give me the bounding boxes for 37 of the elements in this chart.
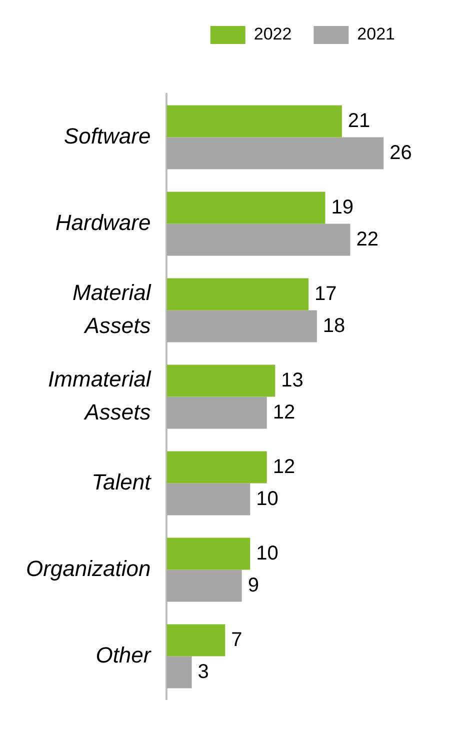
data-label: 17 — [314, 282, 337, 305]
data-label: 12 — [272, 456, 296, 478]
bar — [166, 570, 242, 602]
bar — [166, 224, 350, 256]
data-label: 12 — [272, 401, 296, 424]
bar — [166, 624, 226, 656]
data-label: 9 — [248, 574, 259, 596]
legend-label: 2022 — [254, 24, 292, 44]
data-label: 22 — [356, 228, 379, 250]
bar — [166, 278, 309, 310]
data-label: 13 — [281, 369, 304, 392]
data-label: 18 — [322, 314, 346, 337]
bar — [166, 656, 192, 688]
data-label: 3 — [198, 660, 209, 683]
y-tick-label: Hardware — [55, 210, 151, 235]
bar — [166, 451, 267, 484]
data-label: 26 — [390, 142, 412, 164]
y-tick-label: Other — [96, 642, 152, 668]
y-tick-label: Immaterial Assets — [48, 366, 152, 424]
data-label: 19 — [331, 196, 354, 218]
y-tick-label: Talent — [92, 469, 152, 494]
bar — [166, 396, 267, 429]
data-label: 21 — [348, 110, 370, 132]
y-tick-label: Organization — [26, 556, 151, 581]
bar — [166, 310, 317, 342]
bar — [166, 364, 276, 397]
bar — [166, 105, 342, 138]
data-label: 7 — [231, 628, 242, 651]
legend-label: 2021 — [357, 24, 396, 44]
bar — [166, 483, 250, 516]
bar — [166, 538, 250, 570]
bar — [166, 192, 326, 224]
data-label: 10 — [256, 488, 278, 510]
y-tick-label: Software — [64, 123, 151, 148]
bar — [166, 137, 384, 170]
y-tick-label: Material Assets — [72, 280, 152, 338]
data-label: 10 — [256, 542, 278, 564]
